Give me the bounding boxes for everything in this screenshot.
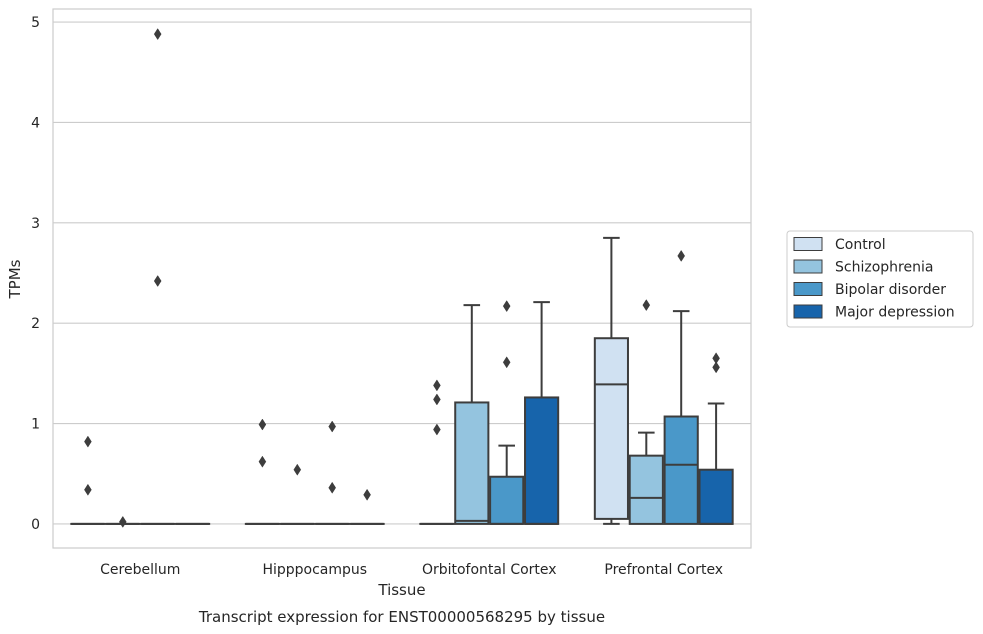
x-tick-label: Prefrontal Cortex — [604, 562, 723, 578]
y-tick-label: 1 — [31, 417, 40, 433]
box-major-depression — [524, 301, 560, 525]
outlier-point — [502, 356, 511, 369]
y-tick-label: 5 — [31, 15, 40, 31]
box-schizophrenia — [105, 515, 141, 528]
plot-area-frame — [52, 8, 752, 549]
outlier-point — [119, 515, 127, 528]
outlier-point — [642, 299, 651, 312]
box-control — [70, 435, 106, 525]
legend: Control Schizophrenia Bipolar disorder Majo… — [786, 230, 974, 328]
outlier-point — [328, 481, 336, 494]
outlier-point — [712, 361, 720, 374]
box-major-depression — [349, 488, 385, 525]
outlier-point — [258, 455, 267, 468]
box-control — [593, 236, 629, 525]
outlier-point — [84, 435, 92, 448]
legend-swatch — [793, 259, 823, 274]
box-iqr — [489, 475, 525, 525]
outlier-point — [677, 249, 685, 262]
box-iqr — [593, 337, 629, 520]
x-tick-label: Cerebellum — [100, 562, 180, 578]
y-tick-label: 4 — [31, 115, 40, 131]
box-plots — [70, 28, 734, 528]
box-iqr — [663, 415, 699, 525]
legend-swatch — [793, 237, 823, 251]
x-axis-ticks: Cerebellum Hipppocampus Orbitofontal Corte… — [100, 562, 723, 578]
chart-caption: Transcript expression for ENST0000056829… — [198, 608, 605, 626]
y-tick-label: 3 — [31, 216, 40, 232]
outlier-point — [153, 28, 162, 41]
outlier-point — [433, 393, 441, 406]
x-tick-label: Hipppocampus — [262, 562, 367, 578]
box-iqr — [698, 468, 734, 525]
box-bipolar-disorder — [140, 28, 176, 525]
outlier-point — [153, 275, 162, 287]
box-bipolar-disorder — [314, 420, 350, 525]
outlier-point — [258, 418, 267, 431]
box-schizophrenia — [628, 299, 664, 525]
legend-label: Schizophrenia — [835, 260, 933, 276]
outlier-point — [433, 423, 441, 436]
y-axis-label: TPMs — [6, 259, 24, 299]
box-schizophrenia — [279, 463, 315, 525]
outlier-point — [433, 379, 441, 392]
outlier-point — [84, 483, 92, 496]
y-axis-ticks: 0 1 2 3 4 5 — [31, 15, 40, 533]
legend-label: Bipolar disorder — [835, 282, 946, 298]
box-bipolar-disorder — [663, 249, 699, 525]
y-tick-label: 2 — [31, 316, 40, 332]
y-tick-label: 0 — [31, 517, 40, 533]
outlier-point — [293, 463, 302, 476]
legend-swatch — [793, 304, 823, 319]
box-control — [244, 418, 280, 525]
box-schizophrenia — [454, 304, 490, 525]
box-iqr — [454, 401, 490, 525]
x-tick-label: Orbitofontal Cortex — [422, 562, 557, 578]
box-bipolar-disorder — [489, 300, 525, 525]
outlier-point — [363, 488, 371, 501]
legend-frame — [786, 230, 974, 328]
x-axis-label: Tissue — [377, 581, 425, 599]
outlier-point — [328, 420, 336, 433]
legend-label: Control — [835, 237, 886, 253]
box-major-depression — [698, 352, 734, 525]
outlier-point — [502, 300, 511, 313]
box-iqr — [524, 396, 560, 525]
box-control — [419, 379, 455, 525]
box-iqr — [628, 454, 664, 525]
legend-label: Major depression — [835, 305, 955, 321]
legend-swatch — [793, 282, 823, 296]
